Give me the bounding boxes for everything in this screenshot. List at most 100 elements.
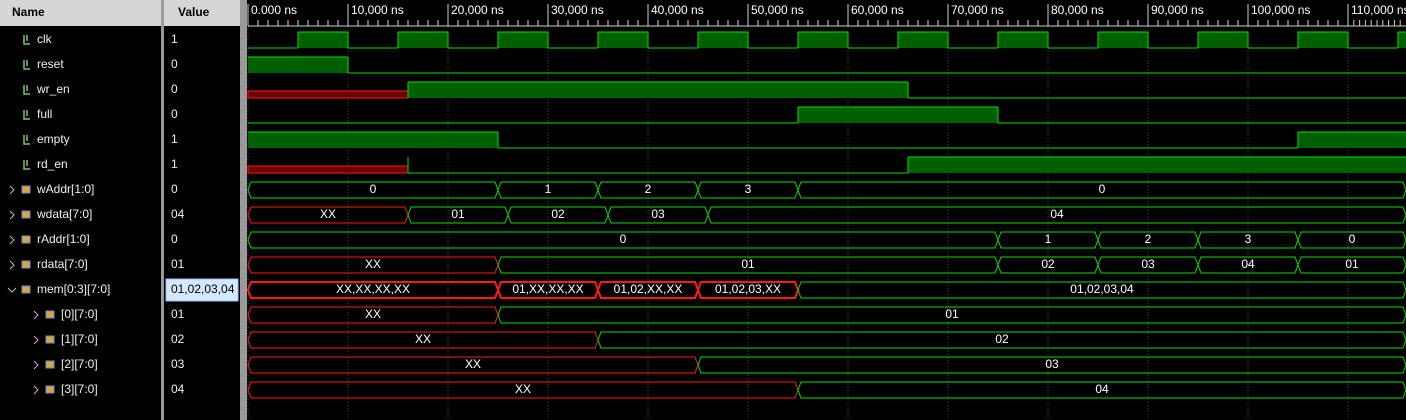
signal-value[interactable]: 03	[171, 357, 185, 371]
high-level	[1198, 32, 1248, 48]
signal-value[interactable]: 0	[171, 57, 178, 71]
expand-arrow[interactable]	[33, 385, 39, 395]
expand-arrow[interactable]	[9, 260, 15, 270]
signal-name[interactable]: full	[37, 107, 52, 121]
signal-value[interactable]: 04	[171, 382, 185, 396]
signal-name[interactable]: rAddr[1:0]	[37, 232, 90, 246]
signal-name[interactable]: reset	[37, 57, 64, 71]
signal-value[interactable]: 01	[171, 307, 185, 321]
bus-label: XX	[465, 357, 481, 371]
signal-name[interactable]: [1][7:0]	[61, 332, 98, 346]
high-level	[798, 32, 848, 48]
high-level	[698, 32, 748, 48]
bus-label: 02	[1041, 257, 1055, 271]
bus-label: 03	[651, 207, 665, 221]
tick-label: 0.000 ns	[251, 3, 297, 17]
high-level	[598, 32, 648, 48]
high-level	[298, 32, 348, 48]
bit-icon	[23, 160, 30, 170]
signal-name[interactable]: clk	[37, 32, 53, 46]
bus-label: 04	[1050, 207, 1064, 221]
expand-arrow[interactable]	[9, 235, 15, 245]
bus-icon	[45, 335, 55, 344]
high-level	[408, 82, 908, 98]
bus-icon	[21, 185, 31, 194]
signal-name[interactable]: [0][7:0]	[61, 307, 98, 321]
signal-value[interactable]: 0	[171, 107, 178, 121]
signal-name[interactable]: rdata[7:0]	[37, 257, 88, 271]
expand-arrow[interactable]	[9, 185, 15, 195]
bus-label: 1	[545, 182, 552, 196]
bus-label: 0	[1099, 182, 1106, 196]
bus-icon	[21, 235, 31, 244]
bus-label: XX	[515, 382, 531, 396]
bus-segment	[797, 381, 1406, 399]
signal-name[interactable]: empty	[37, 132, 70, 146]
signal-value[interactable]: 1	[171, 132, 178, 146]
signal-name[interactable]: [2][7:0]	[61, 357, 98, 371]
high-level	[1298, 132, 1406, 148]
bus-label: XX	[320, 207, 336, 221]
tick-label: 90,000 ns	[1151, 3, 1204, 17]
bus-label: 0	[370, 182, 377, 196]
bus-label: 01	[945, 307, 959, 321]
bus-icon	[45, 360, 55, 369]
expand-arrow[interactable]	[9, 210, 15, 220]
high-level	[908, 157, 1406, 173]
signal-value[interactable]: 04	[171, 207, 185, 221]
tick-label: 30,000 ns	[551, 3, 604, 17]
high-level	[248, 57, 348, 73]
collapse-arrow[interactable]	[7, 287, 17, 293]
signal-value[interactable]: 0	[171, 82, 178, 96]
tick-label: 110,000 ns	[1351, 3, 1406, 17]
bus-segment	[1297, 231, 1406, 249]
signal-name[interactable]: wAddr[1:0]	[36, 182, 94, 196]
bus-label: 01,02,03,XX	[715, 282, 781, 296]
value-header[interactable]: Value	[178, 5, 210, 19]
name-header-bg	[0, 0, 161, 26]
signal-value[interactable]: 1	[171, 32, 178, 46]
bus-label: 01,02,03,04	[1070, 282, 1134, 296]
signal-value[interactable]: 01,02,03,04	[171, 282, 235, 296]
tick-label: 100,000 ns	[1251, 3, 1310, 17]
bit-icon	[23, 85, 30, 95]
high-level	[498, 32, 548, 48]
bus-icon	[45, 385, 55, 394]
signal-value[interactable]: 0	[171, 232, 178, 246]
bus-label: 2	[645, 182, 652, 196]
bus-label: 01,XX,XX,XX	[512, 282, 583, 296]
signal-name[interactable]: rd_en	[37, 157, 68, 171]
tick-label: 60,000 ns	[851, 3, 904, 17]
bus-segment	[697, 356, 1406, 374]
signal-name[interactable]: [3][7:0]	[61, 382, 98, 396]
bit-icon	[23, 35, 30, 45]
bus-icon	[21, 210, 31, 219]
bus-label: XX	[415, 332, 431, 346]
expand-arrow[interactable]	[33, 335, 39, 345]
signal-value[interactable]: 1	[171, 157, 178, 171]
name-header[interactable]: Name	[12, 5, 45, 19]
bit-icon	[23, 60, 30, 70]
bus-segment	[797, 181, 1406, 199]
bus-label: 01,02,XX,XX	[614, 282, 683, 296]
bus-label: 0	[620, 232, 627, 246]
signal-name[interactable]: wr_en	[36, 82, 70, 96]
signal-name[interactable]: wdata[7:0]	[36, 207, 92, 221]
bus-label: 04	[1095, 382, 1109, 396]
signal-value[interactable]: 0	[171, 182, 178, 196]
signal-value[interactable]: 02	[171, 332, 185, 346]
tick-label: 50,000 ns	[751, 3, 804, 17]
signal-value[interactable]: 01	[171, 257, 185, 271]
high-level	[1398, 32, 1406, 48]
bit-icon	[23, 110, 30, 120]
bus-segment	[597, 331, 1406, 349]
bus-label: XX	[365, 257, 381, 271]
high-level	[1298, 32, 1348, 48]
expand-arrow[interactable]	[33, 360, 39, 370]
expand-arrow[interactable]	[33, 310, 39, 320]
signal-name[interactable]: mem[0:3][7:0]	[37, 282, 110, 296]
unknown-level	[247, 165, 409, 174]
bus-label: 01	[451, 207, 465, 221]
